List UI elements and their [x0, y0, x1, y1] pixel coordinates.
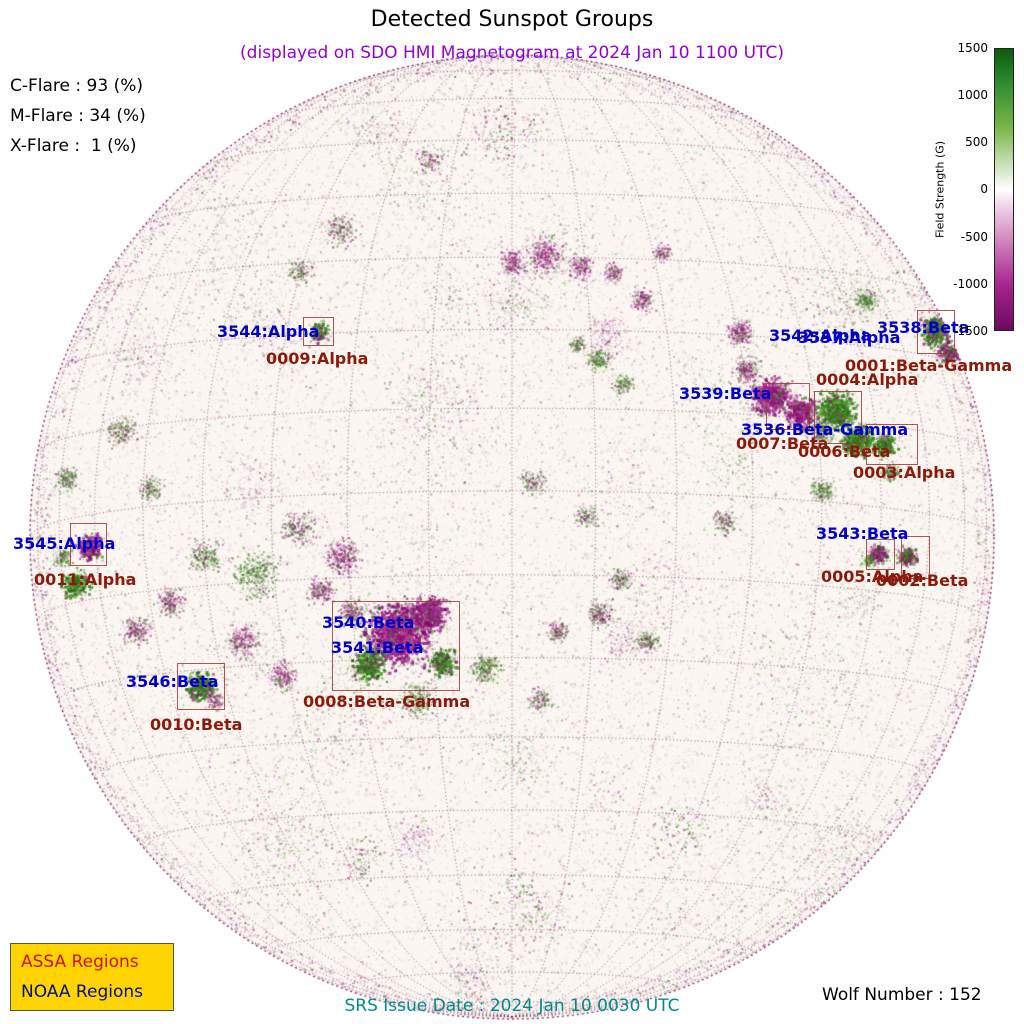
chart-title: Detected Sunspot Groups: [370, 7, 654, 32]
flare-probabilities: C-Flare : 93 (%) M-Flare : 34 (%) X-Flare …: [10, 71, 146, 161]
srs-issue-date: SRS Issue Date : 2024 Jan 10 0030 UTC: [344, 996, 680, 1016]
regions-legend: ASSA Regions NOAA Regions: [10, 943, 174, 1011]
colorbar-tick-label: 1000: [957, 88, 988, 103]
colorbar-axis-label: Field Strength (G): [933, 140, 947, 239]
colorbar-tick-label: 1500: [957, 41, 988, 55]
legend-noaa-label: NOAA Regions: [21, 982, 143, 1002]
legend-assa-label: ASSA Regions: [21, 952, 139, 972]
wolf-number: Wolf Number : 152: [822, 985, 982, 1005]
flare-stat-line: C-Flare : 93 (%): [10, 76, 143, 96]
flare-stat-line: M-Flare : 34 (%): [10, 106, 146, 126]
colorbar-tick-label: 0: [980, 182, 988, 197]
flare-stat-line: X-Flare : 1 (%): [10, 136, 137, 156]
colorbar-ticks: 1500 1000 500 0 -500 -1000 -1500: [944, 41, 988, 338]
colorbar-tick-label: -500: [960, 229, 988, 244]
colorbar-gradient: [994, 48, 1014, 331]
colorbar-tick-label: 500: [965, 135, 988, 150]
chart-subtitle: (displayed on SDO HMI Magnetogram at 202…: [240, 43, 784, 63]
colorbar-tick-label: -1500: [953, 323, 988, 338]
colorbar-tick-label: -1000: [953, 276, 988, 291]
